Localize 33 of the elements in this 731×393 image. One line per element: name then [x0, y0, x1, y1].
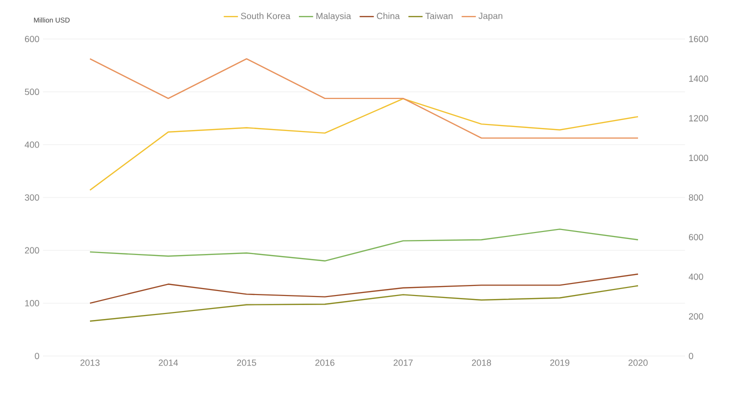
y2-tick-label: 1200 [689, 115, 708, 122]
legend-label: China [376, 12, 400, 20]
x-tick-label: 2020 [628, 360, 648, 366]
line-series [89, 274, 639, 304]
y2-tick-label: 0 [688, 352, 694, 360]
x-tick-label: 2016 [315, 360, 334, 366]
x-tick-label: 2013 [80, 360, 100, 366]
x-tick-label: 2019 [550, 360, 570, 366]
legend-label: Malaysia [316, 12, 352, 21]
y-tick-label: 500 [24, 88, 40, 96]
line-series [89, 98, 639, 191]
y2-tick-label: 400 [688, 274, 704, 280]
line-series [89, 285, 639, 322]
y-tick-label: 600 [24, 36, 40, 42]
y-tick-label: 400 [24, 141, 40, 148]
y2-tick-label: 800 [688, 194, 704, 201]
legend-label: Taiwan [425, 12, 453, 20]
legend-label: South Korea [240, 12, 290, 20]
x-tick-label: 2015 [237, 360, 256, 366]
y2-tick-label: 200 [688, 313, 704, 320]
y-tick-label: 0 [34, 352, 40, 360]
y-tick-label: 200 [24, 247, 40, 254]
x-tick-label: 2018 [472, 360, 492, 366]
y2-tick-label: 1000 [689, 154, 708, 162]
y2-tick-label: 1400 [689, 75, 708, 82]
y-tick-label: 100 [25, 300, 40, 306]
legend-label: Japan [478, 12, 502, 21]
x-tick-label: 2017 [394, 360, 413, 366]
y-tick-label: 300 [24, 194, 40, 201]
y2-tick-label: 600 [688, 234, 704, 240]
y2-tick-label: 1600 [689, 36, 708, 42]
line-series [89, 228, 639, 262]
x-tick-label: 2014 [158, 360, 178, 366]
